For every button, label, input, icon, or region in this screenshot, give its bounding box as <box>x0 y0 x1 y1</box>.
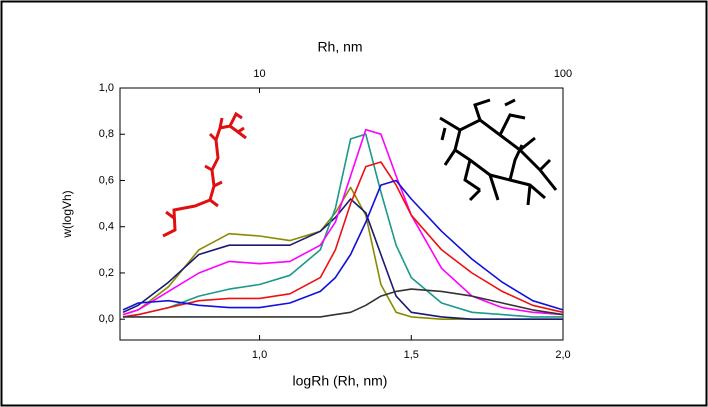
series-line <box>122 179 564 311</box>
network-drawing <box>439 98 558 206</box>
branch-drawing <box>162 111 247 238</box>
series-line <box>122 198 563 320</box>
y-tick-label: 0,2 <box>99 267 114 279</box>
series-line <box>123 288 564 318</box>
y-tick-label: 0,0 <box>99 313 114 325</box>
series-line <box>122 133 563 318</box>
x2-tick-label: 10 <box>253 68 265 80</box>
plot-area <box>119 87 564 341</box>
x-tick-label: 2,0 <box>555 349 570 361</box>
y-tick-label: 0,8 <box>99 128 114 140</box>
x2-tick-label: 100 <box>554 68 572 80</box>
y-tick-label: 0,4 <box>99 221 114 233</box>
series-line <box>122 128 564 316</box>
y-tick-label: 1,0 <box>99 82 114 94</box>
x-axis-title: logRh (Rh, nm) <box>293 373 388 389</box>
y-tick-label: 0,6 <box>99 174 114 186</box>
series-line <box>122 161 564 318</box>
x-tick-label: 1,5 <box>404 349 419 361</box>
x2-axis-title: Rh, nm <box>317 39 362 55</box>
x-tick-label: 1,0 <box>252 349 267 361</box>
y-axis-title: w(logVh) <box>60 190 74 238</box>
